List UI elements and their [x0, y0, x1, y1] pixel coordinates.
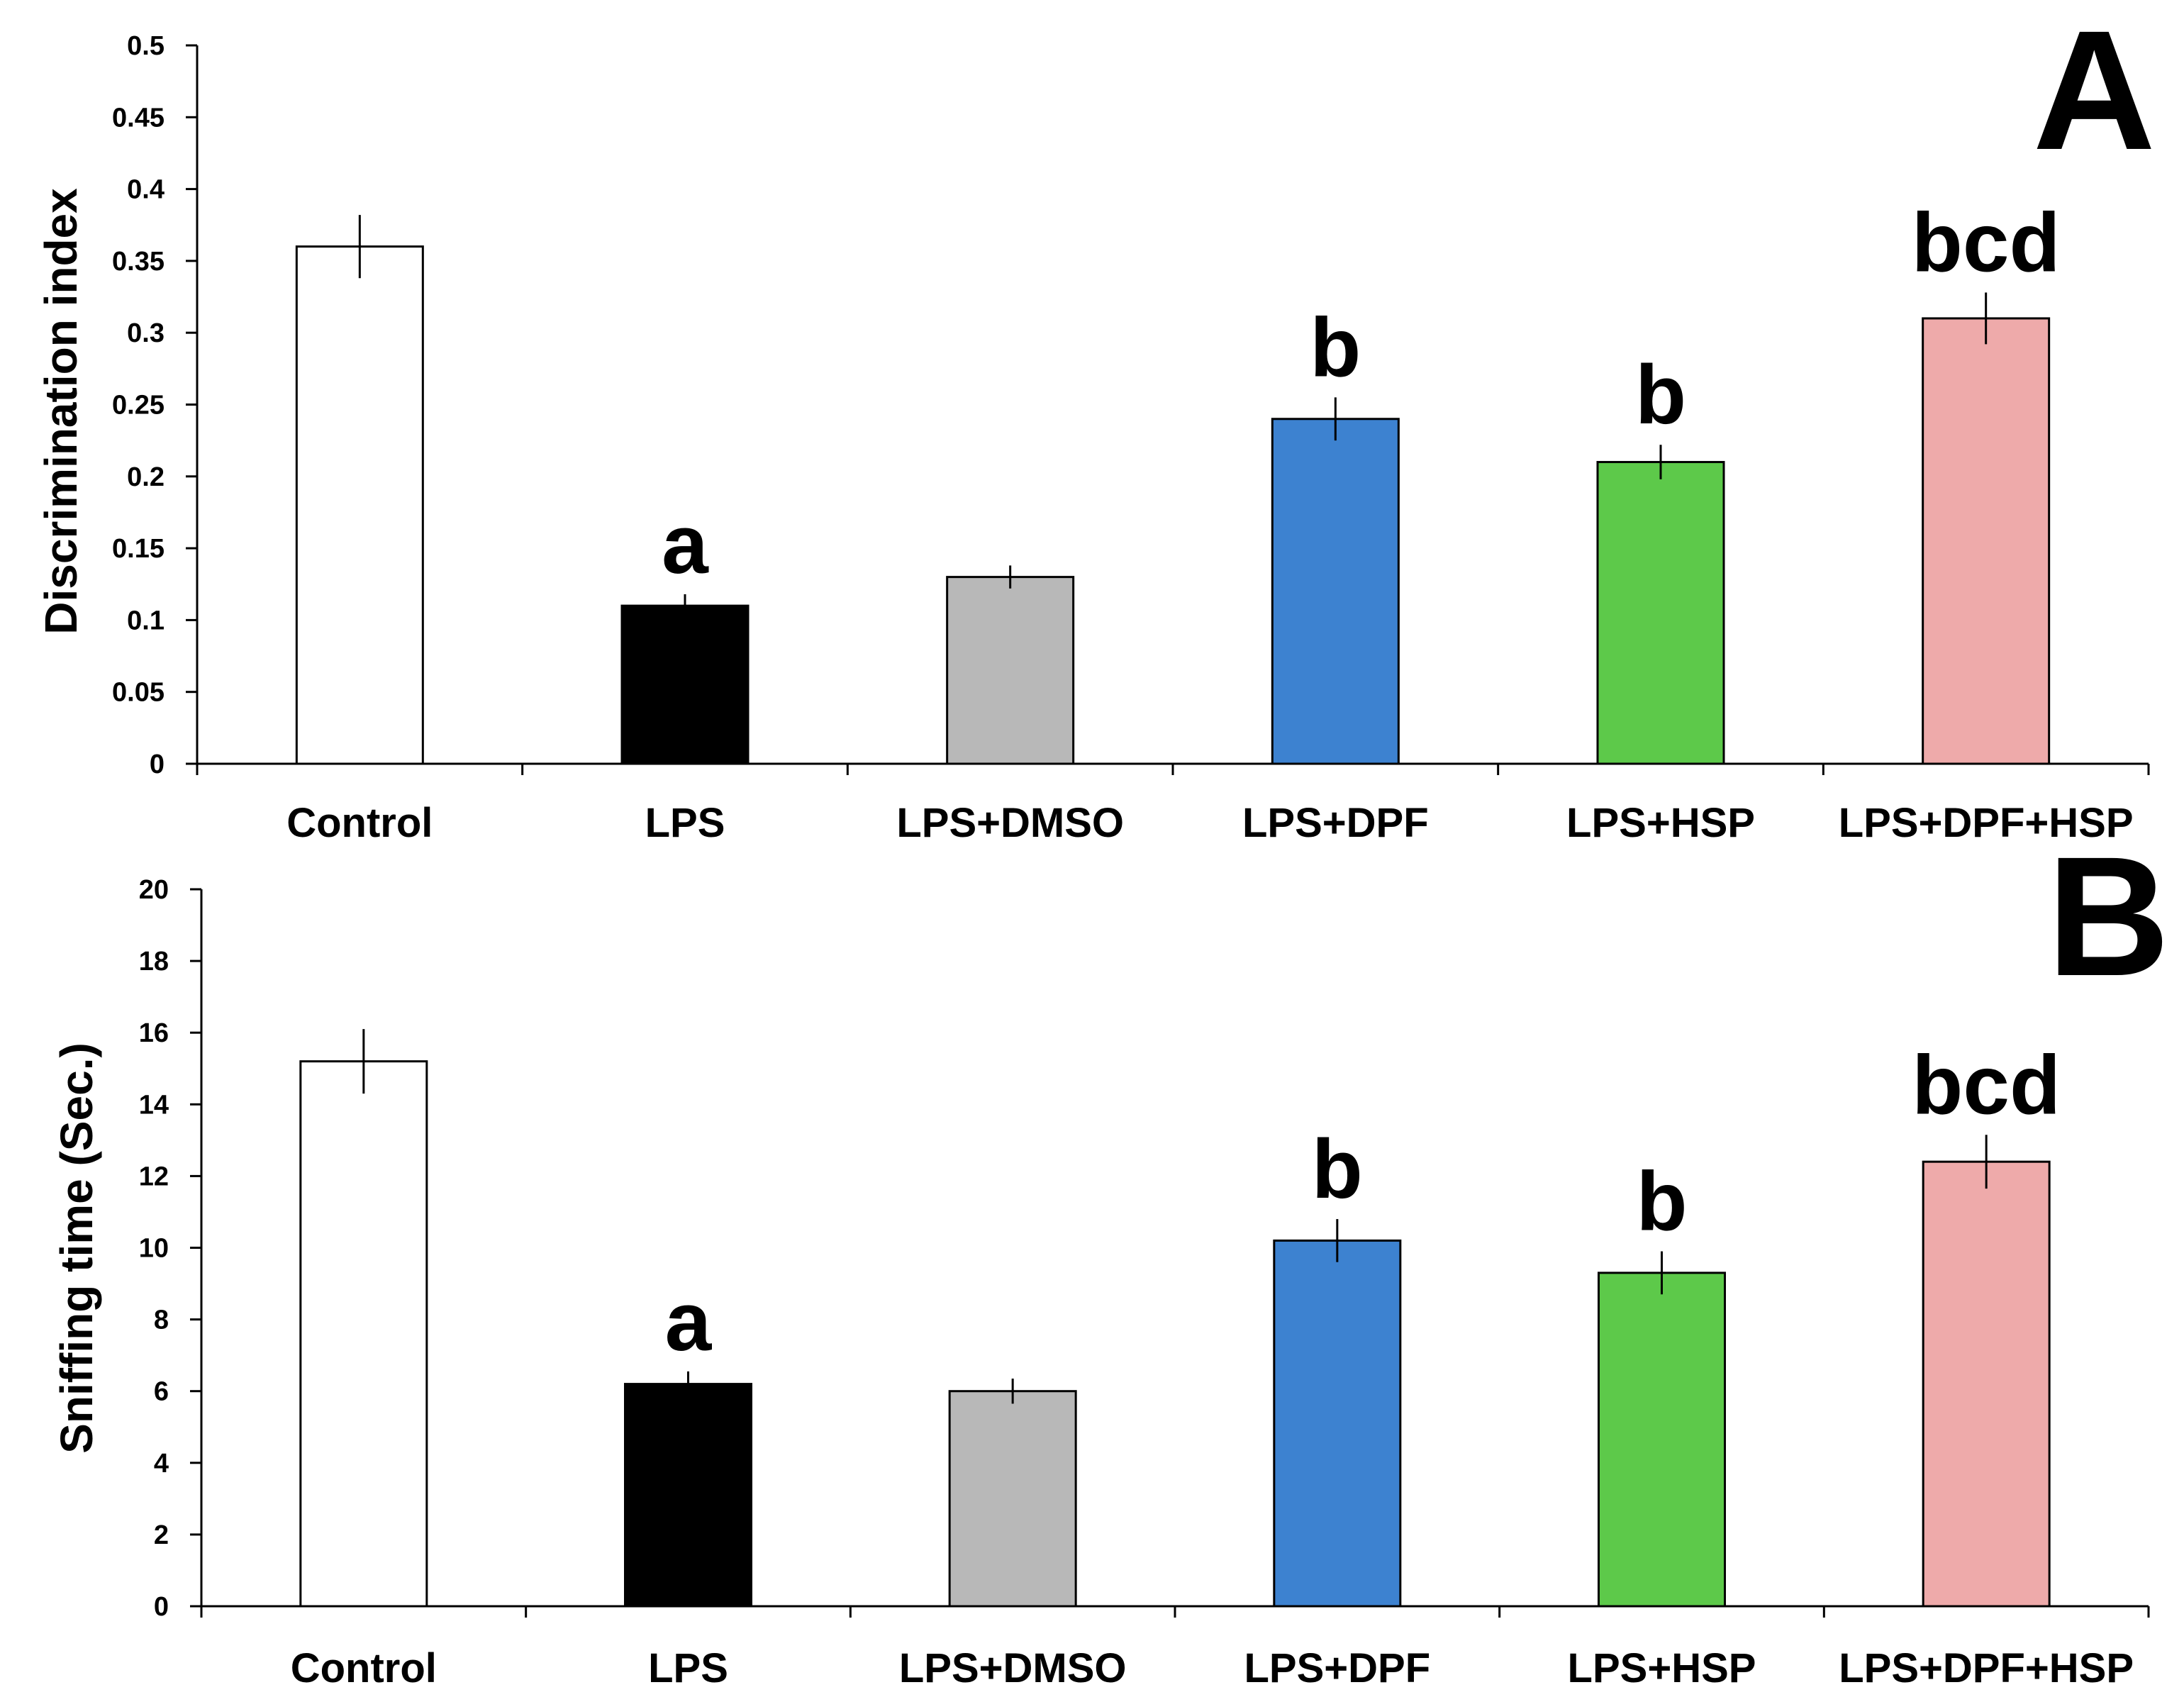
- bar-b-4: [1273, 1239, 1402, 1608]
- significance-label-b-4: b: [1312, 1123, 1363, 1216]
- bar-b-1: [299, 1060, 428, 1608]
- category-label-a-3: LPS+DMSO: [896, 800, 1124, 846]
- significance-label-a-5: b: [1635, 348, 1686, 442]
- category-label-a-1: Control: [286, 800, 433, 846]
- chart-panel-a: A Discrimination index 0 0.05 0.1 0.15 0.2 0.…: [35, 0, 2156, 846]
- significance-label-a-6: bcd: [1912, 196, 2061, 289]
- panel-label-b: B: [2047, 821, 2170, 1011]
- chart-panel-b: B Sniffing time (Sec.) 0 2 4 6 8 10 12 14 16 18 20…: [51, 821, 2170, 1691]
- significance-label-b-6: bcd: [1912, 1038, 2061, 1132]
- bar-b-6: [1922, 1160, 2051, 1608]
- y-tick-label: 0.35: [112, 247, 165, 277]
- y-tick-label: 0.5: [127, 31, 165, 61]
- y-axis-label-a: Discrimination index: [35, 188, 87, 635]
- significance-label-b-2: a: [665, 1275, 713, 1369]
- bar-a-5: [1596, 461, 1725, 765]
- y-tick-label: 0.05: [112, 678, 165, 708]
- y-tick-label: 0: [154, 1592, 169, 1622]
- y-tick-label: 14: [139, 1090, 169, 1120]
- y-tick-label: 0.2: [127, 462, 165, 492]
- significance-label-a-2: a: [662, 498, 709, 591]
- category-label-b-5: LPS+HSP: [1568, 1645, 1756, 1691]
- bar-b-5: [1598, 1272, 1726, 1608]
- bar-a-1: [295, 245, 424, 765]
- y-tick-label: 0.15: [112, 534, 165, 564]
- bar-a-3: [946, 576, 1075, 765]
- bar-a-4: [1271, 418, 1400, 765]
- y-tick-label: 16: [139, 1018, 169, 1048]
- y-tick-label: 0.3: [127, 318, 165, 348]
- category-label-a-5: LPS+HSP: [1566, 800, 1755, 846]
- y-tick-label: 0: [150, 750, 165, 779]
- y-tick-label: 12: [139, 1162, 169, 1191]
- y-tick-label: 8: [154, 1306, 169, 1335]
- bar-b-3: [948, 1390, 1077, 1608]
- category-label-b-2: LPS: [648, 1645, 728, 1691]
- bar-a-6: [1922, 317, 2051, 765]
- significance-label-b-5: b: [1636, 1155, 1687, 1249]
- y-tick-label: 0.4: [127, 175, 165, 205]
- y-tick-label: 2: [154, 1520, 169, 1550]
- category-label-b-4: LPS+DPF: [1244, 1645, 1430, 1691]
- category-label-b-6: LPS+DPF+HSP: [1839, 1645, 2134, 1691]
- category-label-b-1: Control: [291, 1645, 437, 1691]
- y-tick-label: 10: [139, 1234, 169, 1264]
- y-tick-label: 20: [139, 875, 169, 905]
- y-tick-label: 6: [154, 1377, 169, 1407]
- y-tick-label: 0.25: [112, 391, 165, 421]
- category-label-b-3: LPS+DMSO: [899, 1645, 1127, 1691]
- panel-label-a: A: [2033, 0, 2156, 185]
- y-axis-label-b: Sniffing time (Sec.): [51, 1042, 102, 1454]
- significance-label-a-4: b: [1310, 301, 1361, 394]
- y-tick-label: 4: [154, 1449, 169, 1479]
- y-tick-label: 0.1: [127, 606, 165, 635]
- y-tick-label: 18: [139, 947, 169, 977]
- category-label-a-2: LPS: [645, 800, 725, 846]
- category-label-a-4: LPS+DPF: [1242, 800, 1429, 846]
- category-label-a-6: LPS+DPF+HSP: [1839, 800, 2134, 846]
- bar-b-2: [624, 1383, 752, 1608]
- bar-a-2: [620, 604, 750, 765]
- y-tick-label: 0.45: [112, 103, 165, 133]
